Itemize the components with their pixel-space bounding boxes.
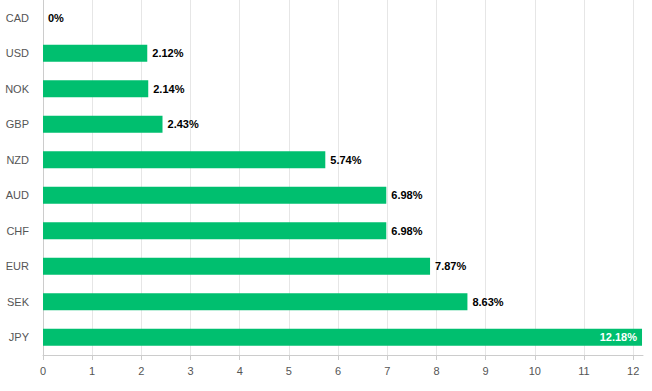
svg-text:AUD: AUD	[6, 189, 29, 201]
svg-text:CHF: CHF	[6, 225, 29, 237]
svg-text:11: 11	[578, 365, 589, 377]
svg-text:3: 3	[187, 365, 193, 377]
svg-text:NOK: NOK	[5, 83, 30, 95]
svg-text:6.98%: 6.98%	[391, 225, 422, 237]
svg-text:2.43%: 2.43%	[168, 118, 199, 130]
svg-text:USD: USD	[6, 47, 29, 59]
svg-text:2.12%: 2.12%	[152, 47, 183, 59]
svg-text:NZD: NZD	[6, 154, 29, 166]
svg-text:8.63%: 8.63%	[472, 296, 503, 308]
svg-text:9: 9	[483, 365, 489, 377]
svg-text:GBP: GBP	[6, 118, 29, 130]
svg-text:0: 0	[40, 365, 46, 377]
svg-text:0%: 0%	[48, 12, 64, 24]
svg-text:4: 4	[237, 365, 243, 377]
svg-text:CAD: CAD	[6, 12, 29, 24]
svg-text:12: 12	[627, 365, 639, 377]
svg-text:2: 2	[138, 365, 144, 377]
svg-text:SEK: SEK	[7, 296, 30, 308]
svg-text:JPY: JPY	[9, 331, 30, 343]
svg-text:8: 8	[433, 365, 439, 377]
svg-text:7: 7	[384, 365, 390, 377]
svg-text:1: 1	[89, 365, 95, 377]
svg-text:5: 5	[286, 365, 292, 377]
svg-text:6: 6	[335, 365, 341, 377]
svg-text:6.98%: 6.98%	[391, 189, 422, 201]
svg-text:7.87%: 7.87%	[435, 260, 466, 272]
svg-text:5.74%: 5.74%	[330, 154, 361, 166]
svg-text:12.18%: 12.18%	[600, 331, 638, 343]
svg-text:EUR: EUR	[6, 260, 29, 272]
svg-text:10: 10	[529, 365, 541, 377]
svg-text:2.14%: 2.14%	[153, 83, 184, 95]
